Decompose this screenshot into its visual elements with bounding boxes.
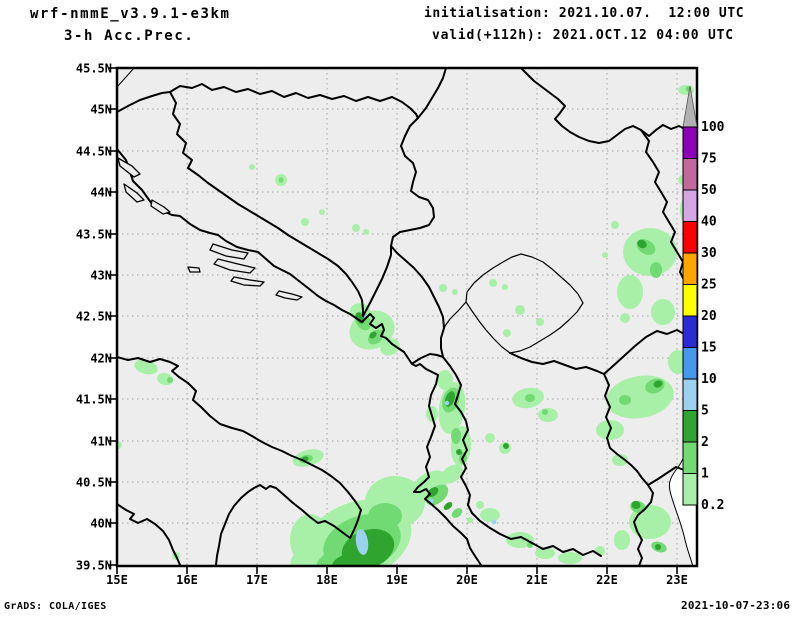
legend-label: 30 bbox=[701, 246, 717, 261]
border-danube-ne bbox=[417, 68, 447, 119]
border-kosovo bbox=[465, 253, 584, 354]
lon-label: 17E bbox=[246, 573, 268, 587]
lon-label: 20E bbox=[456, 573, 478, 587]
legend-label: 10 bbox=[701, 372, 717, 387]
valid-time-label: valid(+112h): 2021.OCT.12 04:00 UTC bbox=[432, 28, 734, 43]
lon-label: 18E bbox=[316, 573, 338, 587]
border-bosnia-montenegro bbox=[362, 245, 392, 317]
lon-label: 23E bbox=[666, 573, 688, 587]
border-kosovo-link bbox=[442, 301, 467, 333]
legend-cells bbox=[682, 126, 698, 506]
legend-label: 25 bbox=[701, 278, 717, 293]
lon-label: 19E bbox=[386, 573, 408, 587]
creation-timestamp: 2021-10-07-23:06 bbox=[681, 599, 791, 612]
border-greece-north bbox=[471, 512, 602, 557]
lat-label: 41.5N bbox=[76, 393, 112, 407]
border-albania-east bbox=[442, 356, 473, 514]
model-title: wrf-nmmE_v3.9.1-e3km bbox=[30, 6, 231, 22]
lat-label: 40.5N bbox=[76, 476, 112, 490]
lon-label: 22E bbox=[596, 573, 618, 587]
legend-label: 75 bbox=[701, 152, 717, 167]
precip-color-legend: 100 75 50 40 30 25 20 15 10 5 2 1 0.2 bbox=[682, 85, 725, 513]
dalmatian-islands bbox=[117, 157, 303, 301]
grads-credit: GrADS: COLA/IGES bbox=[4, 601, 107, 612]
legend-label: 50 bbox=[701, 183, 717, 198]
legend-label: 0.2 bbox=[701, 498, 724, 513]
coast-italy-adriatic bbox=[117, 356, 362, 566]
lat-label: 43N bbox=[90, 269, 112, 283]
lat-label: 41N bbox=[90, 435, 112, 449]
lon-label: 21E bbox=[526, 573, 548, 587]
border-serbia-north bbox=[520, 68, 695, 144]
init-time-label: initialisation: 2021.10.07. 12:00 UTC bbox=[424, 6, 745, 21]
lat-label: 42.5N bbox=[76, 310, 112, 324]
lat-label: 43.5N bbox=[76, 228, 112, 242]
map-canvas bbox=[117, 68, 697, 566]
legend-label: 5 bbox=[701, 404, 709, 419]
lat-label: 44.5N bbox=[76, 145, 112, 159]
lat-label: 45.5N bbox=[76, 62, 112, 76]
lat-label: 44N bbox=[90, 186, 112, 200]
coast-italy-tyrrhenian bbox=[117, 503, 181, 566]
lon-label: 16E bbox=[176, 573, 198, 587]
lat-label: 39.5N bbox=[76, 559, 112, 573]
legend-label: 1 bbox=[701, 467, 709, 482]
coast-adriatic-east bbox=[117, 148, 482, 566]
border-drina-east bbox=[390, 117, 445, 358]
legend-label: 20 bbox=[701, 309, 717, 324]
border-montenegro-albania bbox=[412, 353, 444, 364]
country-borders bbox=[117, 68, 697, 566]
border-bosnia-west bbox=[169, 91, 364, 317]
axis-ticks bbox=[108, 67, 678, 574]
legend-label: 100 bbox=[701, 120, 725, 135]
border-croatia-entry bbox=[117, 91, 171, 113]
legend-labels: 100 75 50 40 30 25 20 15 10 5 2 1 0.2 bbox=[701, 120, 725, 513]
lon-label: 15E bbox=[106, 573, 128, 587]
coastlines bbox=[117, 148, 482, 566]
border-sava-north bbox=[169, 83, 419, 119]
lat-label: 45N bbox=[90, 103, 112, 117]
border-macedonia-east bbox=[603, 373, 654, 566]
lon-axis-labels: 15E 16E 17E 18E 19E 20E 21E 22E 23E bbox=[106, 573, 688, 587]
legend-label: 2 bbox=[701, 435, 709, 450]
domain-edge-line-topleft bbox=[117, 68, 135, 88]
legend-label: 15 bbox=[701, 341, 717, 356]
lat-label: 42N bbox=[90, 352, 112, 366]
product-title: 3-h Acc.Prec. bbox=[64, 28, 195, 44]
lat-axis-labels: 45.5N 45N 44.5N 44N 43.5N 43N 42.5N 42N … bbox=[76, 62, 112, 573]
lat-label: 40N bbox=[90, 517, 112, 531]
legend-label: 40 bbox=[701, 215, 717, 230]
